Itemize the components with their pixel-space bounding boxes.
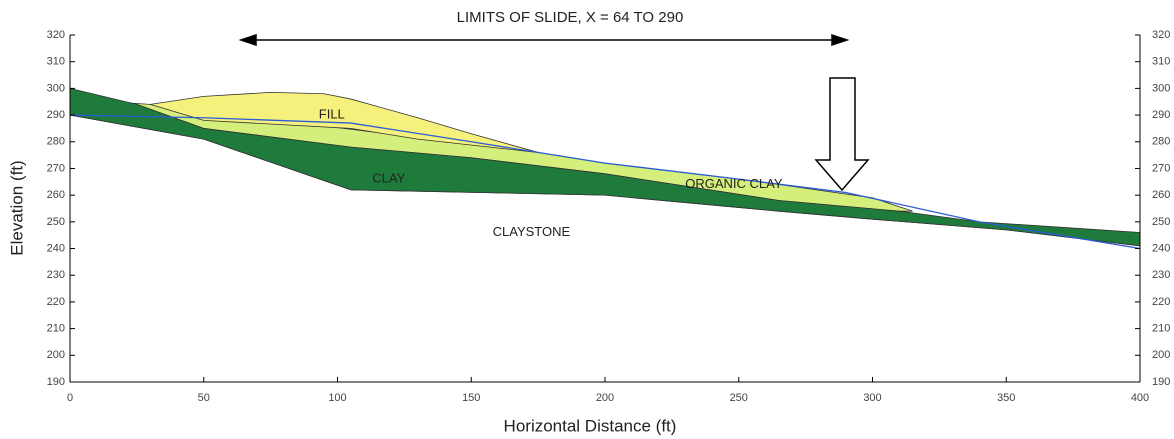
y-tick-label: 210: [1152, 323, 1170, 335]
slide-location-arrow: [814, 77, 870, 192]
y-tick-label: 200: [47, 349, 65, 361]
y-tick-label: 270: [1152, 162, 1170, 174]
y-tick-label: 300: [1152, 82, 1170, 94]
y-tick-label: 250: [1152, 216, 1170, 228]
y-tick-label: 190: [47, 376, 65, 388]
layer-label: FILL: [319, 107, 345, 122]
y-tick-label: 260: [47, 189, 65, 201]
x-tick-label: 400: [1131, 392, 1149, 404]
y-tick-label: 240: [1152, 242, 1170, 254]
y-tick-label: 220: [47, 296, 65, 308]
x-tick-label: 150: [462, 392, 480, 404]
layer-label: ORGANIC CLAY: [685, 176, 783, 191]
x-tick-label: 0: [67, 392, 73, 404]
water-table: [69, 114, 1141, 250]
soil-layer: [69, 114, 1141, 383]
x-tick-label: 350: [997, 392, 1015, 404]
y-tick-label: 310: [1152, 56, 1170, 68]
slide-limits-arrow: [238, 33, 850, 47]
y-tick-label: 310: [47, 56, 65, 68]
x-tick-label: 250: [730, 392, 748, 404]
chart-title: LIMITS OF SLIDE, X = 64 TO 290: [457, 9, 684, 26]
layer-label: CLAYSTONE: [493, 224, 571, 239]
x-tick-label: 100: [328, 392, 346, 404]
y-tick-label: 230: [47, 269, 65, 281]
y-tick-label: 210: [47, 323, 65, 335]
y-tick-label: 290: [1152, 109, 1170, 121]
y-tick-label: 200: [1152, 349, 1170, 361]
y-tick-label: 280: [47, 136, 65, 148]
y-tick-label: 260: [1152, 189, 1170, 201]
y-tick-label: 320: [1152, 29, 1170, 41]
y-tick-label: 240: [47, 242, 65, 254]
y-tick-label: 220: [1152, 296, 1170, 308]
y-tick-label: 320: [47, 29, 65, 41]
x-tick-label: 50: [198, 392, 210, 404]
y-tick-label: 290: [47, 109, 65, 121]
layer-label: CLAY: [372, 171, 405, 186]
y-tick-label: 250: [47, 216, 65, 228]
y-tick-label: 230: [1152, 269, 1170, 281]
y-tick-label: 280: [1152, 136, 1170, 148]
y-tick-label: 270: [47, 162, 65, 174]
x-tick-label: 300: [863, 392, 881, 404]
y-tick-label: 300: [47, 82, 65, 94]
x-tick-label: 200: [596, 392, 614, 404]
x-axis-label: Horizontal Distance (ft): [504, 416, 677, 435]
y-axis-label: Elevation (ft): [7, 160, 26, 255]
y-tick-label: 190: [1152, 376, 1170, 388]
